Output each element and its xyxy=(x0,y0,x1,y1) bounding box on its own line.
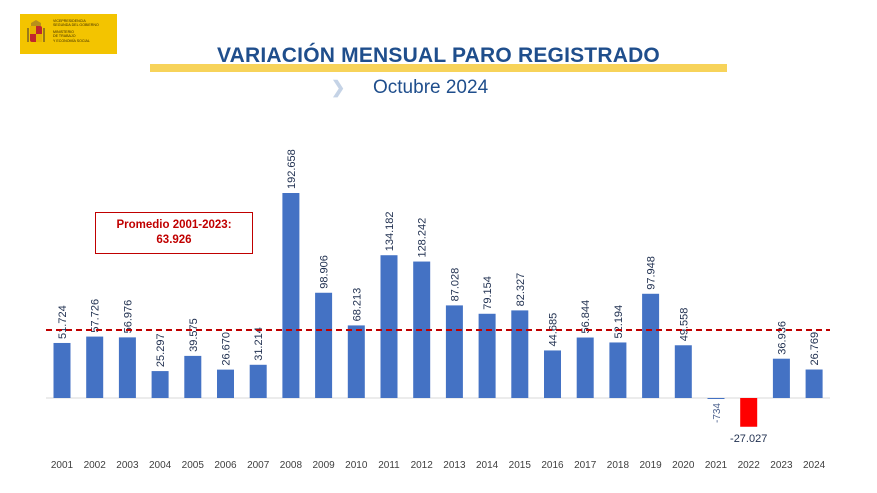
bar-2001 xyxy=(53,342,71,398)
bar-2023 xyxy=(772,358,790,398)
data-label-2024: 26.769 xyxy=(809,332,821,366)
bar-2019 xyxy=(642,293,660,398)
x-tick-label-2014: 2014 xyxy=(476,460,499,471)
data-label-2005: 39.575 xyxy=(188,318,200,352)
x-tick-label-2017: 2017 xyxy=(574,460,597,471)
data-label-2014: 79.154 xyxy=(482,276,494,310)
data-label-2021: -734 xyxy=(712,403,723,423)
bar-2020 xyxy=(674,345,692,398)
x-tick-label-2016: 2016 xyxy=(541,460,564,471)
bar-2003 xyxy=(118,337,136,398)
bar-2004 xyxy=(151,371,169,398)
data-label-2022: -27.027 xyxy=(730,433,767,445)
x-tick-label-2007: 2007 xyxy=(247,460,270,471)
data-label-2017: 56.844 xyxy=(580,300,592,334)
bar-2009 xyxy=(315,292,333,398)
x-tick-label-2013: 2013 xyxy=(443,460,466,471)
x-tick-label-2020: 2020 xyxy=(672,460,695,471)
government-logo: Vicepresidencia Segunda del Gobierno Min… xyxy=(20,14,117,54)
data-label-2003: 56.976 xyxy=(122,300,134,334)
average-label: Promedio 2001-2023: xyxy=(116,219,232,231)
bar-2006 xyxy=(217,369,234,398)
data-label-2020: 49.558 xyxy=(678,308,690,342)
x-tick-label-2023: 2023 xyxy=(770,460,793,471)
data-label-2008: 192.658 xyxy=(286,149,298,189)
data-label-2004: 25.297 xyxy=(155,333,167,367)
x-tick-label-2001: 2001 xyxy=(51,460,74,471)
x-tick-label-2015: 2015 xyxy=(509,460,532,471)
title-underline xyxy=(150,64,727,72)
average-callout: Promedio 2001-2023: 63.926 xyxy=(95,212,253,254)
x-tick-label-2024: 2024 xyxy=(803,460,826,471)
data-label-2011: 134.182 xyxy=(384,211,396,251)
bar-2021 xyxy=(707,398,725,399)
bar-2014 xyxy=(478,313,496,398)
bar-2013 xyxy=(445,305,463,398)
bar-2007 xyxy=(249,364,267,398)
x-tick-label-2003: 2003 xyxy=(116,460,139,471)
ministry-name: Vicepresidencia Segunda del Gobierno Min… xyxy=(53,19,99,43)
bar-2015 xyxy=(511,310,529,398)
data-label-2007: 31.214 xyxy=(253,327,265,361)
data-label-2002: 57.726 xyxy=(90,299,102,333)
bar-2018 xyxy=(609,342,627,398)
x-tick-label-2008: 2008 xyxy=(280,460,303,471)
x-tick-label-2021: 2021 xyxy=(705,460,728,471)
bar-2008 xyxy=(282,193,300,398)
chevron-right-icon: ❯ xyxy=(331,78,346,97)
data-label-2019: 97.948 xyxy=(646,256,658,290)
x-tick-label-2005: 2005 xyxy=(182,460,205,471)
data-label-2001: 51.724 xyxy=(57,305,69,339)
x-tick-label-2009: 2009 xyxy=(312,460,335,471)
bar-2002 xyxy=(86,336,104,398)
x-tick-label-2004: 2004 xyxy=(149,460,172,471)
x-tick-label-2002: 2002 xyxy=(84,460,107,471)
x-tick-label-2018: 2018 xyxy=(607,460,630,471)
bar-2011 xyxy=(380,255,398,398)
x-tick-label-2006: 2006 xyxy=(214,460,237,471)
data-label-2012: 128.242 xyxy=(417,218,429,258)
bar-2016 xyxy=(544,350,561,398)
chart-title: VARIACIÓN MENSUAL PARO REGISTRADO xyxy=(217,44,660,67)
x-tick-label-2019: 2019 xyxy=(639,460,662,471)
data-label-2015: 82.327 xyxy=(515,273,527,307)
data-label-2018: 52.194 xyxy=(613,305,625,339)
average-value: 63.926 xyxy=(156,234,192,246)
bar-2022 xyxy=(740,398,758,427)
x-tick-label-2022: 2022 xyxy=(738,460,761,471)
data-label-2013: 87.028 xyxy=(449,268,461,302)
bar-2024 xyxy=(805,369,823,398)
x-tick-label-2010: 2010 xyxy=(345,460,368,471)
data-label-2023: 36.936 xyxy=(776,321,788,355)
bar-2005 xyxy=(184,355,202,398)
bar-2010 xyxy=(347,325,365,398)
x-tick-label-2012: 2012 xyxy=(411,460,434,471)
coat-of-arms-icon xyxy=(27,20,45,42)
data-label-2006: 26.670 xyxy=(221,332,233,366)
data-label-2009: 98.906 xyxy=(319,255,331,289)
chart-subtitle: Octubre 2024 xyxy=(373,77,489,98)
data-label-2010: 68.213 xyxy=(351,288,363,322)
bar-2017 xyxy=(576,337,594,398)
data-label-2016: 44.685 xyxy=(548,313,560,347)
x-tick-label-2011: 2011 xyxy=(378,460,400,471)
